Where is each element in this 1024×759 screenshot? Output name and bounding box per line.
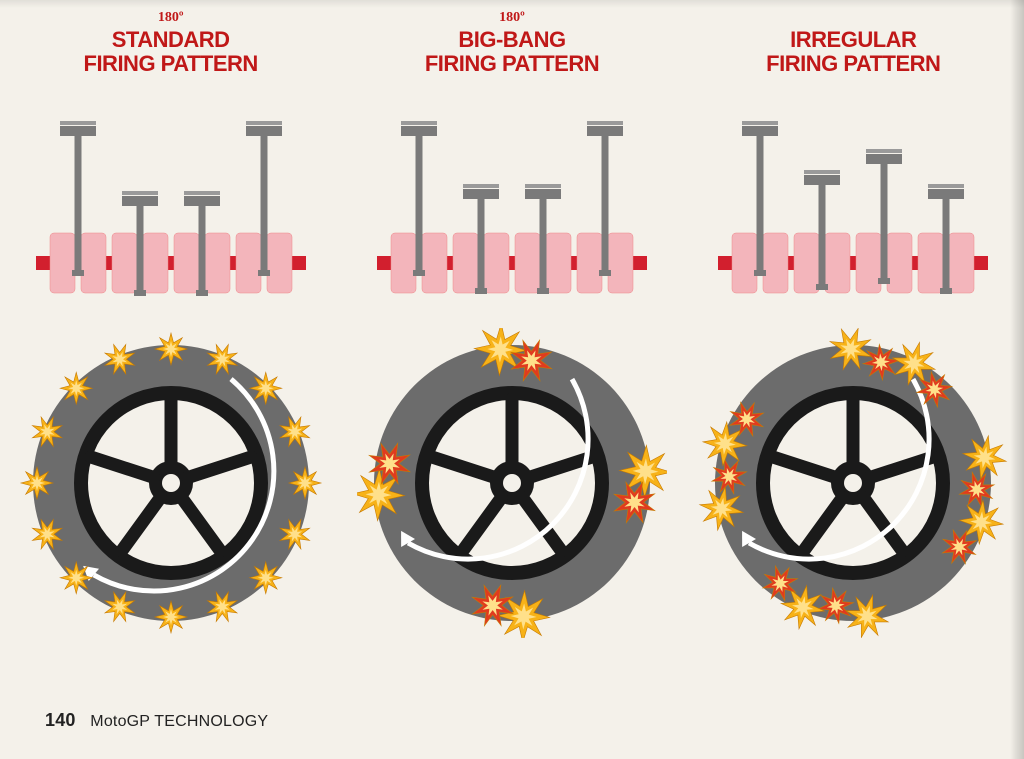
title-line2: FIRING PATTERN	[766, 51, 940, 76]
title-line2: FIRING PATTERN	[84, 51, 258, 76]
degree-label: 180º	[158, 10, 184, 28]
title-line1: STANDARD	[112, 27, 230, 52]
column-bigbang: 180º BIG-BANG FIRING PATTERN	[352, 10, 672, 638]
top-shadow	[0, 0, 1024, 8]
title-line1: BIG-BANG	[458, 27, 565, 52]
pattern-title: BIG-BANG FIRING PATTERN	[425, 28, 599, 76]
wheel-diagram	[16, 328, 326, 638]
page-footer: 140 MotoGP TECHNOLOGY	[45, 710, 268, 731]
wheel-diagram	[698, 328, 1008, 638]
source-label: MotoGP TECHNOLOGY	[90, 713, 268, 730]
book-edge-shadow	[1010, 0, 1024, 759]
page: 180º STANDARD FIRING PATTERN 180º BIG-BA…	[0, 0, 1024, 759]
pattern-title: IRREGULAR FIRING PATTERN	[766, 28, 940, 76]
engine-diagram	[708, 88, 998, 318]
column-irregular: IRREGULAR FIRING PATTERN	[693, 10, 1013, 638]
engine-diagram	[367, 88, 657, 318]
engine-diagram	[26, 88, 316, 318]
column-standard: 180º STANDARD FIRING PATTERN	[11, 10, 331, 638]
page-number: 140	[45, 710, 76, 730]
title-line1: IRREGULAR	[790, 27, 916, 52]
diagram-columns: 180º STANDARD FIRING PATTERN 180º BIG-BA…	[0, 0, 1024, 638]
title-line2: FIRING PATTERN	[425, 51, 599, 76]
wheel-diagram	[357, 328, 667, 638]
degree-label: 180º	[499, 10, 525, 28]
pattern-title: STANDARD FIRING PATTERN	[84, 28, 258, 76]
